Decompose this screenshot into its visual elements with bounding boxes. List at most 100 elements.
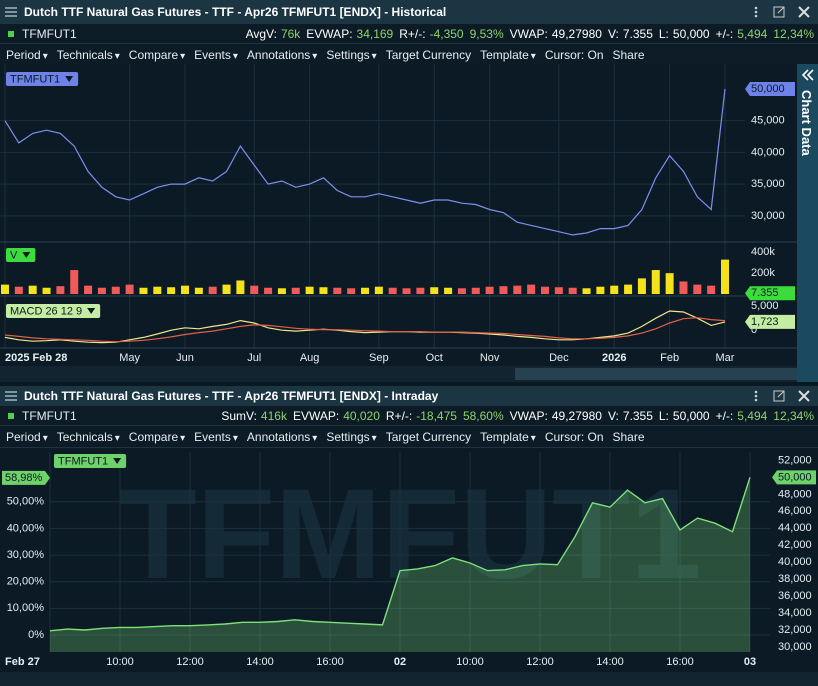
legend-label: V — [10, 249, 18, 261]
y-tick-label: 34,000 — [778, 607, 812, 619]
menu-item[interactable]: Annotations — [247, 430, 317, 444]
intraday-chart: TFMFUT1 Feb 27 10:00 12:00 14:00 16:00 02 10:00… — [0, 448, 818, 686]
stat: 12,34% — [773, 409, 814, 423]
bar — [28, 285, 37, 294]
bar — [513, 285, 522, 294]
y-tick-label: 38,000 — [778, 573, 812, 585]
stat-value: 49,27980 — [551, 26, 602, 41]
x-tick-label: May — [119, 352, 140, 364]
bar — [305, 286, 314, 294]
menu-item[interactable]: Compare — [129, 48, 185, 62]
menu-item[interactable]: Cursor: On — [544, 47, 604, 62]
y-tick-label: 46,000 — [778, 505, 812, 517]
bar — [125, 284, 134, 294]
stat-label: L: — [658, 408, 669, 423]
y-tick-label: 0 — [751, 324, 757, 336]
x-tick-label: 12:00 — [526, 656, 554, 668]
bar — [153, 286, 162, 294]
menu-item[interactable]: Target Currency — [385, 47, 472, 62]
x-tick-label: Feb — [660, 352, 679, 364]
bar — [56, 286, 65, 294]
stat-value: 50,000 — [672, 408, 710, 423]
side-tab[interactable]: Chart Data — [797, 64, 818, 382]
bar — [582, 288, 591, 294]
bar — [693, 284, 702, 294]
legend-chip[interactable] — [6, 248, 36, 262]
menu-icon[interactable] — [5, 6, 17, 18]
x-tick-label: 14:00 — [246, 656, 274, 668]
stat: L: 50,000 — [659, 27, 710, 41]
x-tick-label: 12:00 — [176, 656, 204, 668]
line — [4, 88, 726, 236]
collapse-icon[interactable] — [802, 69, 814, 81]
menu-item[interactable]: Events — [194, 430, 238, 444]
stat: EVWAP: 34,169 — [306, 27, 393, 41]
bar — [637, 278, 646, 294]
stat-label: L: — [658, 26, 669, 41]
bar — [374, 286, 383, 294]
scroll-thumb[interactable] — [515, 368, 797, 380]
stat: L: 50,000 — [659, 409, 710, 423]
bar — [430, 287, 439, 294]
menu-item[interactable]: Annotations — [247, 48, 317, 62]
stat: VWAP: 49,27980 — [510, 409, 602, 423]
window-title: Dutch TTF Natural Gas Futures - TTF - Ap… — [24, 389, 439, 403]
menu-item[interactable]: Period — [6, 48, 48, 62]
y-tick-label: 40,000 — [778, 556, 812, 568]
bar — [707, 285, 716, 294]
menu-item[interactable]: Compare — [129, 430, 185, 444]
bar — [485, 286, 494, 294]
menu-item[interactable]: Settings — [326, 48, 376, 62]
x-tick-label: Dec — [549, 352, 569, 364]
stat-value: -4,350 — [429, 26, 464, 41]
menu-item[interactable]: Cursor: On — [544, 429, 604, 444]
bar — [568, 287, 577, 294]
stat: V: 7.355 — [608, 27, 653, 41]
last-value-marker — [745, 81, 795, 96]
x-tick-label: 03 — [744, 656, 756, 668]
legend-chip[interactable] — [6, 72, 79, 86]
menu-item[interactable]: Target Currency — [385, 429, 472, 444]
historical-chart: 2025 Feb 28 May Jun Jul Aug Sep Oct Nov Dec 2026 F… — [0, 64, 797, 382]
menu-item[interactable]: Technicals — [57, 430, 120, 444]
stat-label: SumV: — [221, 408, 257, 423]
x-tick-label: Jul — [247, 352, 261, 364]
y-tick-label: 32,000 — [778, 624, 812, 636]
bar — [721, 259, 729, 294]
x-tick-label: Aug — [300, 352, 320, 364]
menu-item[interactable]: Template — [480, 48, 536, 62]
bar — [111, 286, 120, 294]
stat-label: EVWAP: — [306, 26, 353, 41]
bar — [42, 287, 51, 294]
menu-item[interactable]: Settings — [326, 430, 376, 444]
bar — [139, 287, 148, 294]
stat-value: 7.355 — [622, 26, 653, 41]
menu-item[interactable]: Share — [612, 429, 645, 444]
stat-value: 40,020 — [343, 408, 380, 423]
y-tick-label: 45,000 — [751, 115, 785, 127]
menu-item[interactable]: Events — [194, 48, 238, 62]
stat-label: VWAP: — [509, 26, 548, 41]
menu-icon[interactable] — [5, 390, 17, 402]
stat: 12,34% — [773, 27, 814, 41]
x-tick-label: 16:00 — [316, 656, 344, 668]
bar — [554, 287, 563, 294]
toolbar: Period Technicals Compare Events Annotations… — [0, 426, 818, 448]
menu-item[interactable]: Technicals — [57, 48, 120, 62]
y-tick-label: 20,00% — [7, 576, 45, 588]
window-controls[interactable] — [752, 389, 812, 403]
symbol-row: TFMFUT1 AvgV: 76k EVWAP: 34,169 R+/-: -4,350 9,… — [0, 24, 818, 44]
x-tick-label: 14:00 — [596, 656, 624, 668]
window-controls[interactable] — [752, 5, 812, 19]
title-bar: Dutch TTF Natural Gas Futures - TTF - Ap… — [0, 386, 818, 406]
stats: SumV: 416k EVWAP: 40,020 R+/-: -18,475 58,60% V… — [215, 409, 814, 423]
menu-item[interactable]: Share — [612, 47, 645, 62]
area — [50, 477, 750, 652]
stat-label: +/-: — [715, 408, 734, 423]
x-tick-label: Nov — [480, 352, 500, 364]
legend-chip[interactable] — [6, 304, 101, 318]
menu-item[interactable]: Template — [480, 430, 536, 444]
legend-chip[interactable] — [54, 454, 127, 468]
menu-item[interactable]: Period — [6, 430, 48, 444]
window-title: Dutch TTF Natural Gas Futures - TTF - Ap… — [24, 5, 447, 19]
